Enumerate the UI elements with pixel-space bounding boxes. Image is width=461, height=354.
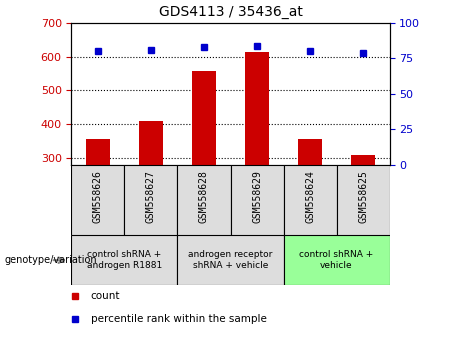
Bar [284,165,337,235]
Bar [284,235,390,285]
Text: control shRNA +
vehicle: control shRNA + vehicle [299,251,374,270]
Bar [298,139,322,165]
Text: control shRNA +
androgen R1881: control shRNA + androgen R1881 [87,251,162,270]
Text: GSM558624: GSM558624 [305,170,315,223]
Bar [177,235,284,285]
Text: GSM558625: GSM558625 [358,170,368,223]
Bar [139,121,163,165]
Bar [177,165,230,235]
Text: GSM558629: GSM558629 [252,170,262,223]
Bar [245,52,269,165]
Text: GSM558628: GSM558628 [199,170,209,223]
Bar [230,165,284,235]
Bar [192,71,216,165]
Text: percentile rank within the sample: percentile rank within the sample [90,314,266,325]
Text: genotype/variation: genotype/variation [5,255,97,265]
Bar [86,139,110,165]
Bar [71,235,177,285]
Bar [71,165,124,235]
Title: GDS4113 / 35436_at: GDS4113 / 35436_at [159,5,302,19]
Bar [337,165,390,235]
Text: GSM558626: GSM558626 [93,170,103,223]
Bar [124,165,177,235]
Bar [351,155,375,165]
Text: androgen receptor
shRNA + vehicle: androgen receptor shRNA + vehicle [188,251,273,270]
Text: count: count [90,291,120,302]
Text: GSM558627: GSM558627 [146,170,156,223]
